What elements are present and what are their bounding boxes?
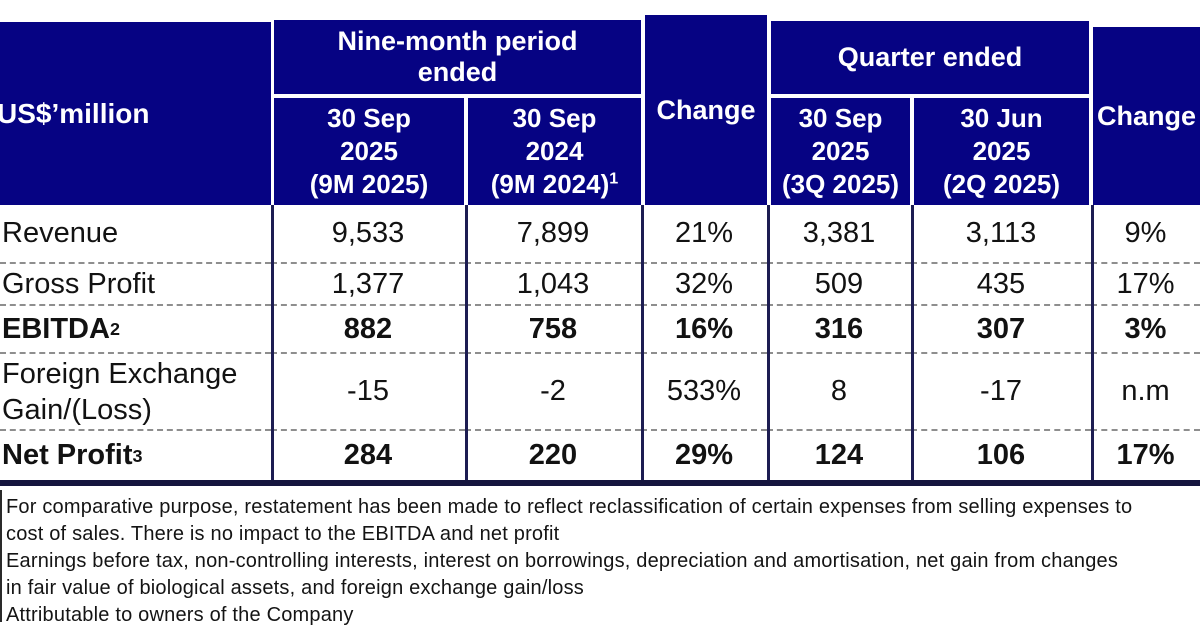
value-cell-fx-9m-2024: -2 bbox=[465, 352, 641, 429]
value-cell-revenue-9m-2024: 7,899 bbox=[516, 217, 590, 249]
column-header-line: 30 Sep bbox=[798, 103, 883, 133]
value-cell-gross-profit-2q-2025: 435 bbox=[911, 262, 1091, 304]
value-cell-net-profit-9m-2025: 284 bbox=[271, 429, 465, 480]
column-header-line: 2025 bbox=[340, 136, 398, 166]
column-rule bbox=[271, 205, 274, 482]
footnote-1-line-2: cost of sales. There is no impact to the… bbox=[6, 523, 560, 545]
quarter-group-header: Quarter ended 30 Sep 2025 (3Q 2025) 30 J… bbox=[771, 21, 1089, 205]
value-cell-revenue-change-9m: 21% bbox=[674, 217, 734, 249]
value-cell-ebitda-9m-2025: 882 bbox=[271, 304, 465, 352]
row-label-text-line2: Gain/(Loss) bbox=[2, 393, 152, 426]
column-header-line: 30 Jun bbox=[960, 103, 1043, 133]
value-cell-revenue-change-q: 9% bbox=[1124, 217, 1167, 249]
row-label-gross-profit: Gross Profit bbox=[0, 262, 271, 304]
value-cell-revenue-2q-2025: 3,113 bbox=[965, 217, 1037, 249]
footnote-left-edge-line bbox=[0, 490, 2, 622]
column-header-period: (9M 2025) bbox=[309, 169, 429, 199]
value-cell-gross-profit-change-9m: 32% bbox=[641, 262, 767, 304]
column-header-line: 2025 bbox=[972, 136, 1031, 166]
row-label-text: Net Profit bbox=[2, 439, 133, 471]
table-bottom-border bbox=[0, 480, 1200, 486]
value-cell-gross-profit-9m-2024: 1,043 bbox=[465, 262, 641, 304]
table-body: Revenue 9,533 7,899 21% 3,381 3,113 9% G… bbox=[0, 205, 1200, 480]
column-rule bbox=[767, 205, 770, 482]
column-header-2q-2025: 30 Jun 2025 (2Q 2025) bbox=[914, 98, 1089, 205]
value-cell-fx-2q-2025: -17 bbox=[911, 352, 1091, 429]
row-label-revenue: Revenue bbox=[0, 205, 271, 262]
row-label-foreign-exchange: Foreign Exchange Gain/(Loss) bbox=[0, 352, 271, 429]
nine-month-group-title: Nine-month period ended bbox=[337, 26, 578, 87]
value-cell-net-profit-change-9m: 29% bbox=[641, 429, 767, 480]
nine-month-group-title-cell: Nine-month period ended bbox=[274, 20, 641, 94]
value-cell-fx-change-q: n.m bbox=[1091, 352, 1200, 429]
column-header-9m-2024: 30 Sep 2024 (9M 2024)1 bbox=[468, 98, 641, 205]
value-cell-ebitda-change-9m: 16% bbox=[641, 304, 767, 352]
column-header-line: (3Q 2025) bbox=[782, 168, 899, 201]
change-quarter-header-cell: Change bbox=[1093, 27, 1200, 205]
value-cell-fx-3q-2025: 8 bbox=[767, 352, 911, 429]
quarter-group-title-cell: Quarter ended bbox=[771, 21, 1089, 94]
column-header-line: 2024 bbox=[525, 136, 584, 166]
value-cell-revenue-9m-2025: 9,533 bbox=[331, 217, 405, 249]
column-header-line: (2Q 2025) bbox=[943, 168, 1060, 201]
column-header-line: (9M 2025) bbox=[310, 168, 429, 201]
footnote-2-line-2: in fair value of biological assets, and … bbox=[6, 577, 584, 599]
row-label-net-profit: Net Profit 3 bbox=[0, 429, 271, 480]
row-label-text: Gross Profit bbox=[2, 267, 156, 300]
column-header-3q-2025: 30 Sep 2025 (3Q 2025) bbox=[771, 98, 910, 205]
value-cell-ebitda-2q-2025: 307 bbox=[911, 304, 1091, 352]
value-cell-gross-profit-3q-2025: 509 bbox=[767, 262, 911, 304]
footnote-3-line-1: Attributable to owners of the Company bbox=[6, 604, 354, 626]
value-cell-net-profit-change-q: 17% bbox=[1091, 429, 1200, 480]
column-rule bbox=[1091, 205, 1094, 482]
column-rule bbox=[465, 205, 468, 482]
column-header-line: 2025 bbox=[811, 136, 870, 166]
quarter-group-title: Quarter ended bbox=[837, 42, 1023, 72]
nine-month-group-header: Nine-month period ended 30 Sep 2025 (9M … bbox=[274, 20, 641, 205]
change-quarter-label: Change bbox=[1096, 100, 1196, 131]
footnote-marker: 1 bbox=[609, 169, 619, 188]
column-header-line: 30 Sep bbox=[327, 103, 411, 133]
value-cell-net-profit-2q-2025: 106 bbox=[911, 429, 1091, 480]
change-nine-month-header-cell: Change bbox=[645, 15, 767, 205]
row-label-text: EBITDA bbox=[2, 312, 110, 345]
column-header-9m-2025: 30 Sep 2025 (9M 2025) bbox=[274, 98, 464, 205]
column-header-period: (9M 2024) bbox=[490, 169, 610, 199]
column-header-period: (3Q 2025) bbox=[781, 169, 900, 199]
column-header-line: (9M 2024)1 bbox=[491, 168, 618, 201]
footnote-2-line-1: Earnings before tax, non-controlling int… bbox=[6, 550, 1119, 572]
unit-header-label: US$’million bbox=[0, 97, 150, 129]
column-header-line: 30 Sep bbox=[512, 103, 597, 133]
value-cell-revenue-3q-2025: 3,381 bbox=[802, 217, 876, 249]
change-nine-month-label: Change bbox=[656, 94, 756, 125]
row-label-text: Revenue bbox=[2, 217, 119, 249]
value-cell-gross-profit-change-q: 17% bbox=[1091, 262, 1200, 304]
unit-header-cell: US$’million bbox=[0, 22, 271, 205]
column-header-period: (2Q 2025) bbox=[942, 169, 1061, 199]
footnotes: For comparative purpose, restatement has… bbox=[6, 494, 1200, 629]
column-rule bbox=[911, 205, 914, 482]
row-label-text: Foreign Exchange bbox=[2, 357, 238, 390]
value-cell-ebitda-3q-2025: 316 bbox=[767, 304, 911, 352]
value-cell-ebitda-9m-2024: 758 bbox=[465, 304, 641, 352]
value-cell-fx-9m-2025: -15 bbox=[271, 352, 465, 429]
header-divider bbox=[274, 94, 641, 98]
footnote-1-line-1: For comparative purpose, restatement has… bbox=[6, 496, 1133, 518]
row-label-ebitda: EBITDA 2 bbox=[0, 304, 271, 352]
column-rule bbox=[641, 205, 644, 482]
header-divider bbox=[771, 94, 1089, 98]
value-cell-net-profit-3q-2025: 124 bbox=[767, 429, 911, 480]
value-cell-net-profit-9m-2024: 220 bbox=[465, 429, 641, 480]
value-cell-ebitda-change-q: 3% bbox=[1091, 304, 1200, 352]
value-cell-fx-change-9m: 533% bbox=[641, 352, 767, 429]
value-cell-gross-profit-9m-2025: 1,377 bbox=[271, 262, 465, 304]
